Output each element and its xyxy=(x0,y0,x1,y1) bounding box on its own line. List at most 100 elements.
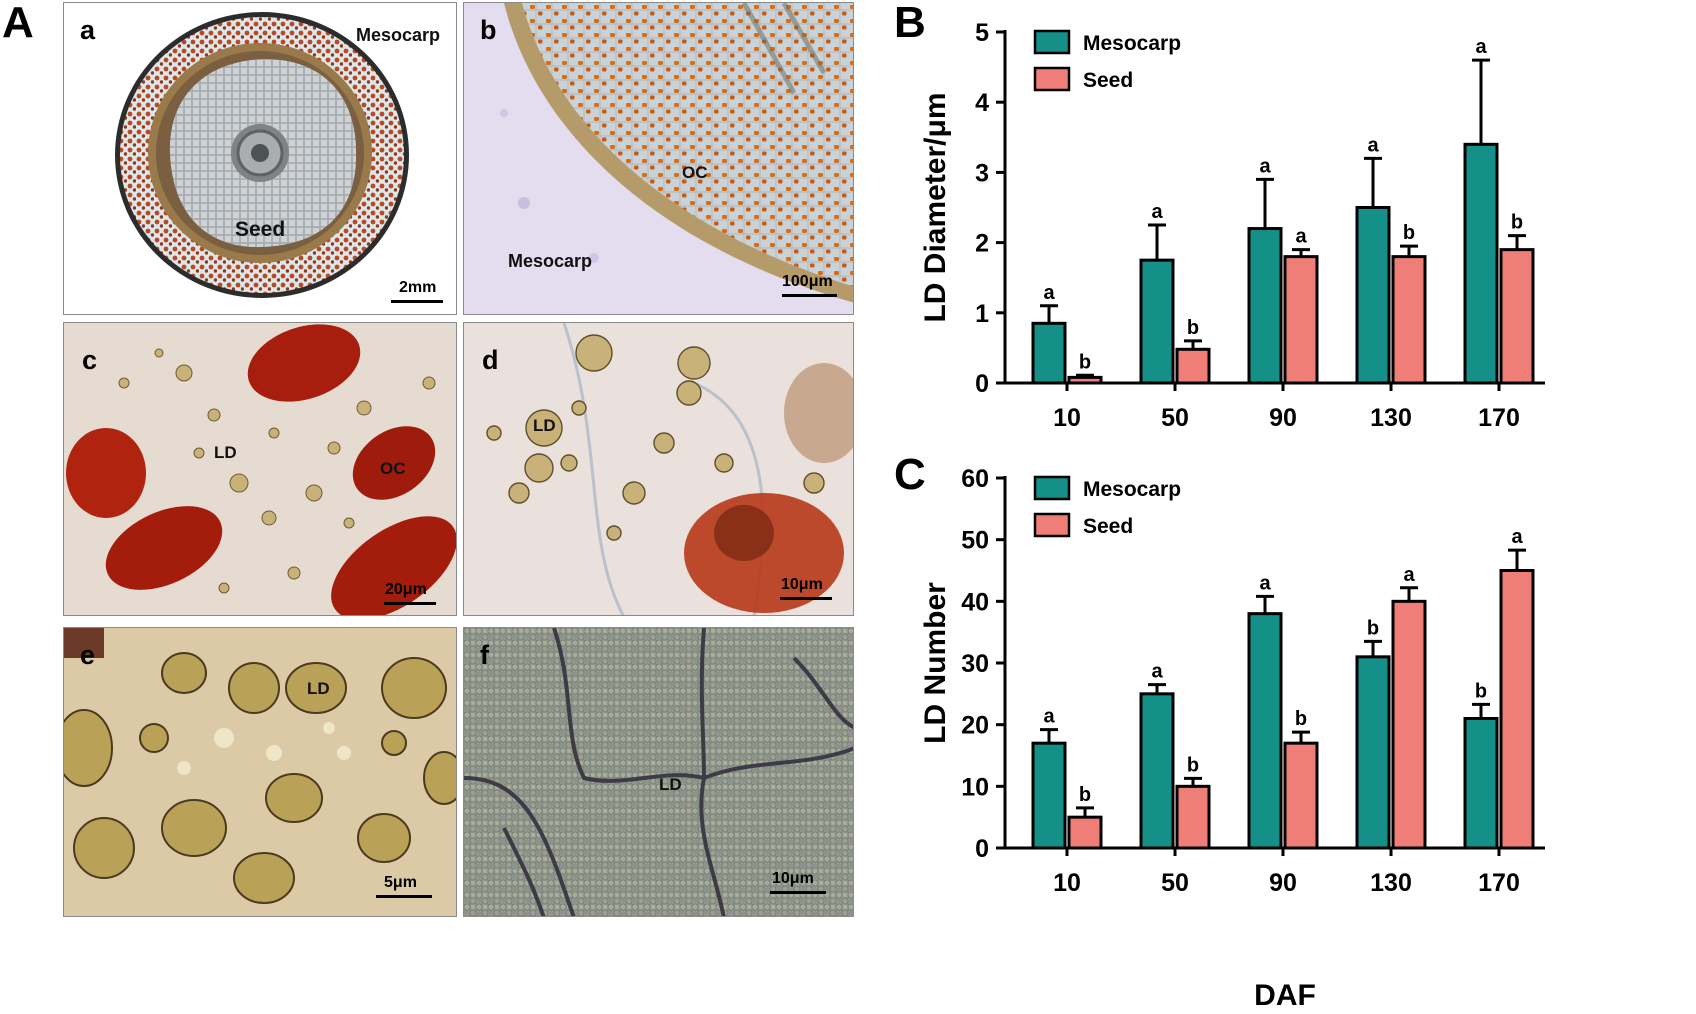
large-droplets-drawing xyxy=(64,628,456,916)
x-axis-label: DAF xyxy=(1254,979,1316,1012)
scale-bar-label: 100μm xyxy=(782,273,833,290)
x-tick-label: 50 xyxy=(1161,404,1189,432)
scale-bar: 2mm xyxy=(391,273,443,303)
scale-bar-label: 10μm xyxy=(772,870,814,887)
y-tick-label: 0 xyxy=(975,835,989,863)
ld-label: LD xyxy=(533,416,556,435)
x-tick-label: 90 xyxy=(1269,869,1297,897)
micrograph-d: d LD 10μm xyxy=(463,322,854,616)
mesocarp-label: Mesocarp xyxy=(508,251,593,271)
y-tick-label: 5 xyxy=(975,19,989,47)
micrograph-a: a Mesocarp Seed 2mm xyxy=(63,2,457,315)
scale-bar: 20μm xyxy=(384,573,436,605)
seed-cells-drawing xyxy=(464,628,853,916)
bar-seed-90 xyxy=(1283,255,1319,385)
significance-letter: b xyxy=(1367,617,1379,639)
significance-letter: b xyxy=(1187,317,1199,339)
micrograph-letter: d xyxy=(482,345,499,375)
legend-label-mesocarp: Mesocarp xyxy=(1083,32,1181,55)
significance-letter: a xyxy=(1403,564,1415,586)
x-tick-label: 10 xyxy=(1053,404,1081,432)
micrograph-f: f LD 10μm xyxy=(463,627,854,917)
chart-c: 0 10 20 30 40 50 60 LD Number 10 a b 50 a b 90 a b 130 b a 1… xyxy=(919,465,1545,1012)
significance-letter: b xyxy=(1079,351,1091,373)
y-tick-label: 40 xyxy=(961,588,989,616)
y-tick-label: 30 xyxy=(961,650,989,678)
legend-swatch-seed xyxy=(1033,512,1071,538)
scale-bar: 10μm xyxy=(780,568,832,600)
bar-seed-90 xyxy=(1283,741,1319,850)
bar-seed-10 xyxy=(1067,375,1103,385)
x-tick-label: 130 xyxy=(1370,404,1412,432)
mesocarp-label: Mesocarp xyxy=(356,25,441,45)
panel-label-a: A xyxy=(2,0,34,47)
bar-seed-50 xyxy=(1175,784,1211,850)
bar-mesocarp-170 xyxy=(1463,142,1499,385)
lipid-droplets-drawing xyxy=(464,323,853,615)
micrograph-letter: a xyxy=(80,15,96,45)
bar-mesocarp-90 xyxy=(1247,227,1283,385)
bar-mesocarp-130 xyxy=(1355,655,1391,850)
legend-label-seed: Seed xyxy=(1083,69,1133,92)
significance-letter: a xyxy=(1259,572,1271,594)
scale-bar: 100μm xyxy=(782,265,837,297)
y-axis-label: LD Diameter/μm xyxy=(919,92,952,322)
significance-letter: a xyxy=(1367,134,1379,156)
fruit-cross-section-drawing xyxy=(115,12,409,298)
scale-bar-label: 10μm xyxy=(781,576,823,593)
micrograph-c: c LD OC 20μm xyxy=(63,322,457,616)
significance-letter: a xyxy=(1259,155,1271,177)
significance-letter: a xyxy=(1151,201,1163,223)
y-tick-label: 2 xyxy=(975,230,989,258)
significance-letter: b xyxy=(1295,708,1307,730)
significance-letter: a xyxy=(1043,282,1055,304)
oc-label: OC xyxy=(380,459,406,478)
bar-mesocarp-130 xyxy=(1355,206,1391,385)
legend-swatch-seed xyxy=(1033,66,1071,92)
micrograph-letter: e xyxy=(80,640,96,670)
bar-seed-170 xyxy=(1499,248,1535,385)
bar-seed-170 xyxy=(1499,569,1535,850)
bar-seed-130 xyxy=(1391,599,1427,850)
legend-swatch-mesocarp xyxy=(1033,29,1071,55)
micrograph-b: b OC Mesocarp 100μm xyxy=(463,2,854,315)
legend-label-seed: Seed xyxy=(1083,515,1133,538)
panel-label-b: B xyxy=(894,0,926,47)
x-tick-label: 10 xyxy=(1053,869,1081,897)
chart-b: 0 1 2 3 4 5 LD Diameter/μm 10 a b 50 a b 90 a a 130 a b 170… xyxy=(919,19,1545,432)
y-tick-label: 60 xyxy=(961,465,989,493)
scale-bar-label: 5μm xyxy=(384,874,417,891)
x-tick-label: 170 xyxy=(1478,869,1520,897)
y-tick-label: 10 xyxy=(961,773,989,801)
tissue-edge-drawing xyxy=(464,3,853,314)
bar-mesocarp-50 xyxy=(1139,692,1175,850)
micrograph-letter: b xyxy=(480,15,497,45)
significance-letter: a xyxy=(1511,526,1523,548)
ld-label: LD xyxy=(214,443,237,462)
y-axis-label: LD Number xyxy=(919,582,952,744)
significance-letter: b xyxy=(1187,754,1199,776)
significance-letter: a xyxy=(1151,661,1163,683)
micrograph-e: e LD 5μm xyxy=(63,627,457,917)
significance-letter: a xyxy=(1295,226,1307,248)
bar-mesocarp-170 xyxy=(1463,717,1499,850)
micrograph-letter: c xyxy=(82,345,98,375)
bar-seed-10 xyxy=(1067,815,1103,850)
significance-letter: b xyxy=(1403,222,1415,244)
y-tick-label: 50 xyxy=(961,527,989,555)
micrograph-letter: f xyxy=(480,640,489,670)
ld-label: LD xyxy=(307,679,330,698)
bar-mesocarp-50 xyxy=(1139,258,1175,385)
bar-seed-50 xyxy=(1175,347,1211,385)
bar-mesocarp-10 xyxy=(1031,321,1067,385)
x-tick-label: 130 xyxy=(1370,869,1412,897)
panel-label-c: C xyxy=(894,450,926,499)
oc-label: OC xyxy=(682,163,708,182)
x-tick-label: 90 xyxy=(1269,404,1297,432)
y-tick-label: 0 xyxy=(975,370,989,398)
significance-letter: b xyxy=(1079,784,1091,806)
x-tick-label: 50 xyxy=(1161,869,1189,897)
scale-bar-label: 2mm xyxy=(399,279,437,296)
bar-mesocarp-10 xyxy=(1031,741,1067,850)
